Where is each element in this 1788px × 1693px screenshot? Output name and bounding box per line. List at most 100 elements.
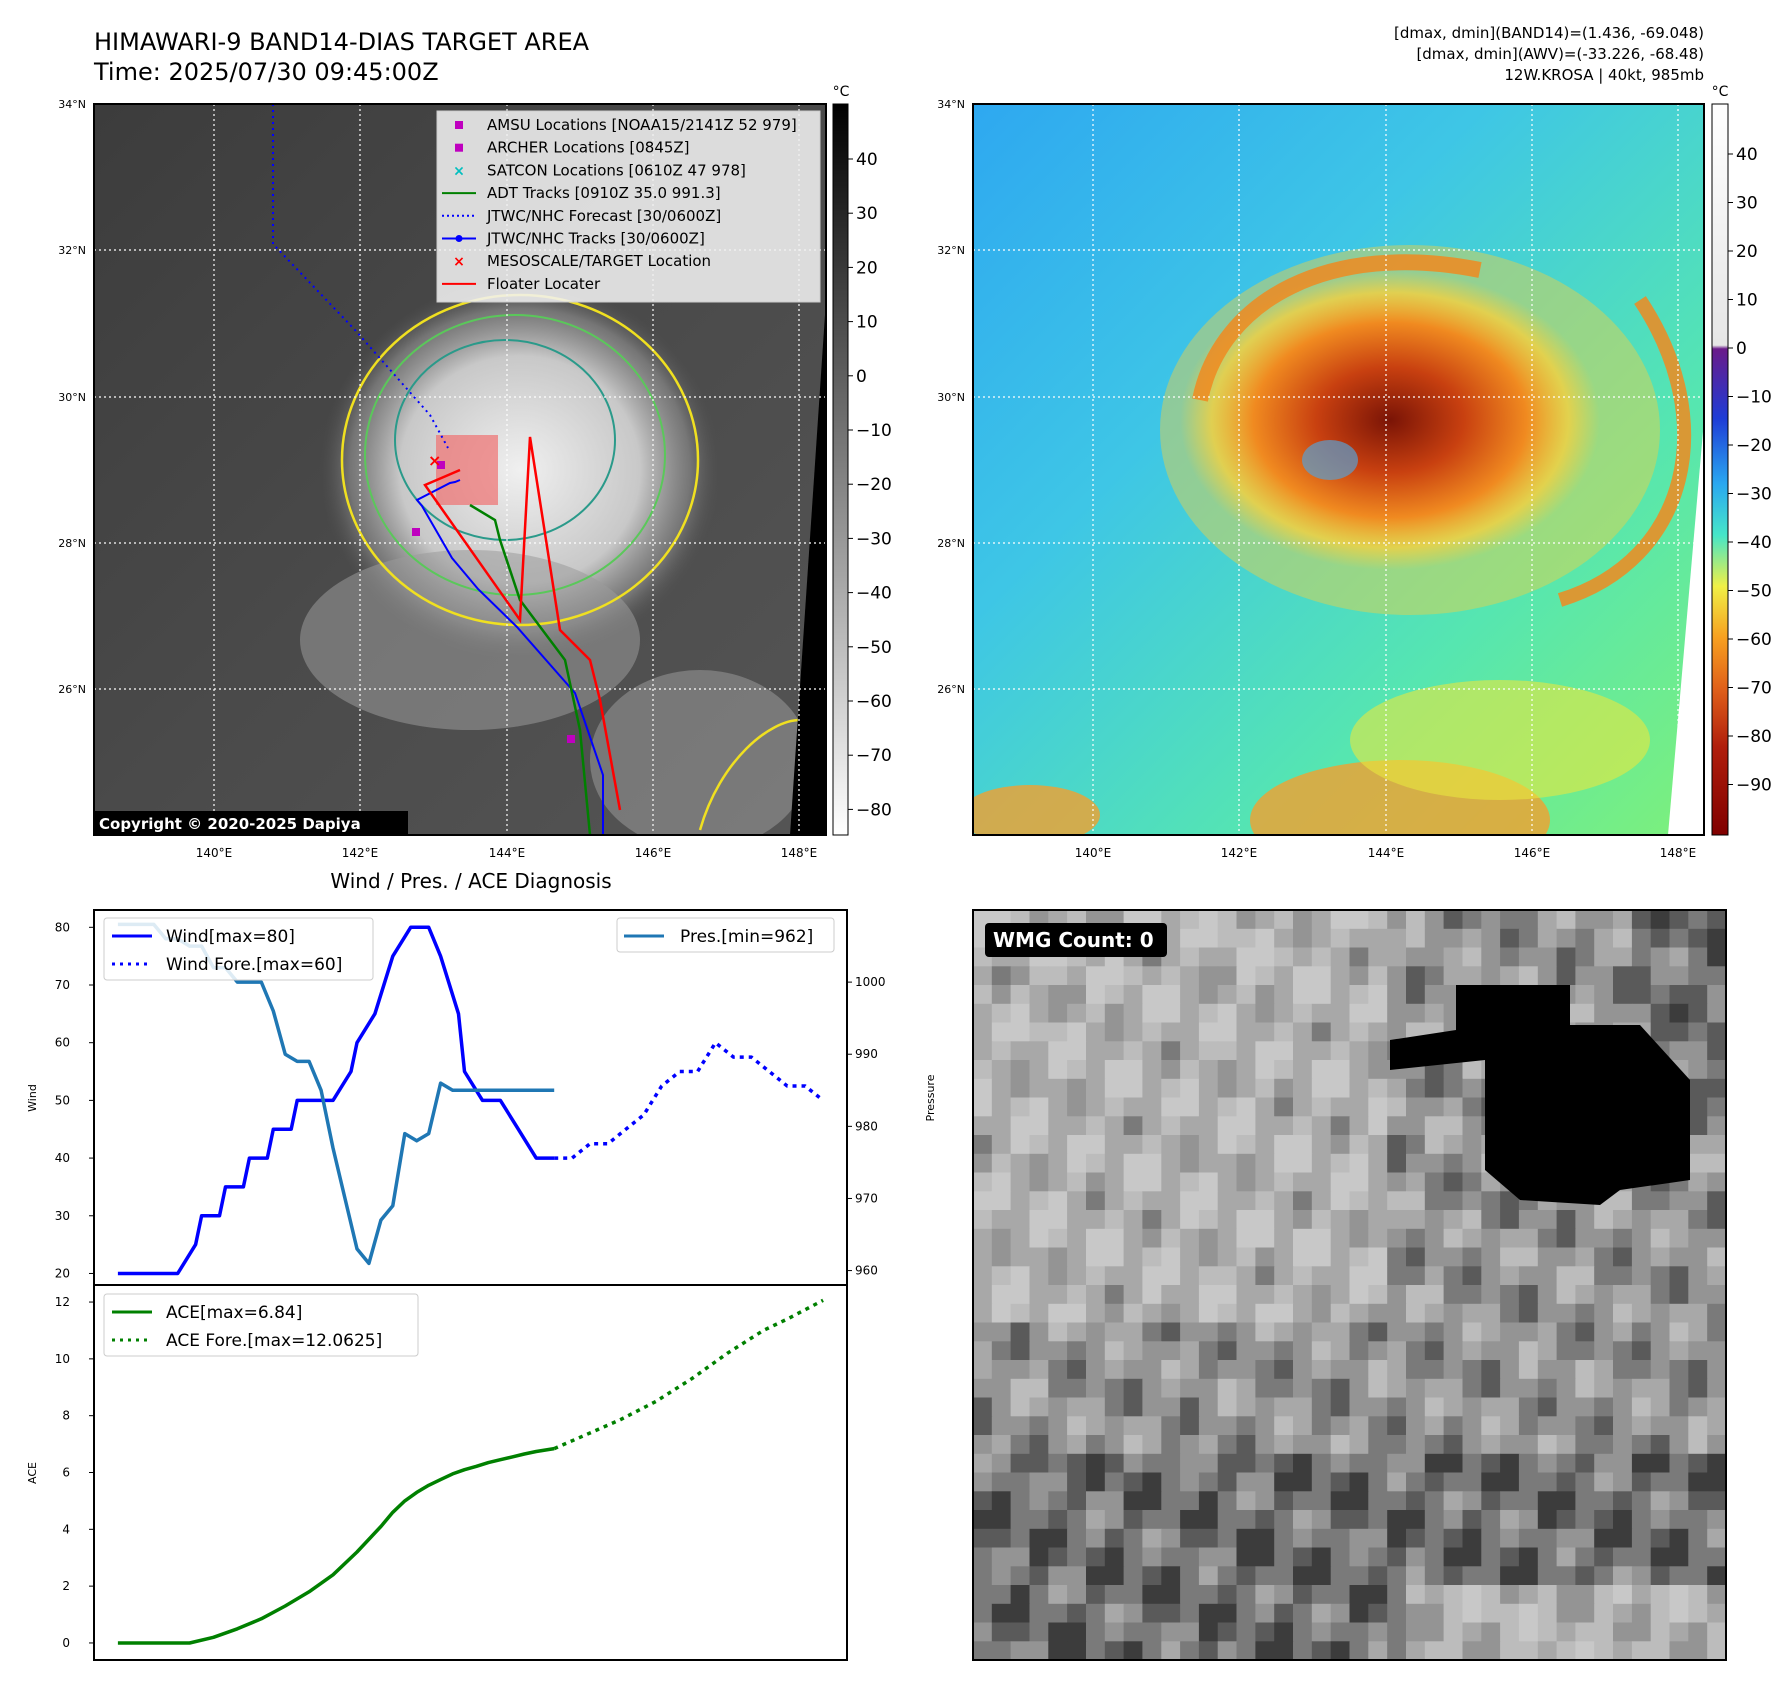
wmg-pixel xyxy=(1067,1210,1087,1230)
wmg-pixel xyxy=(1330,1435,1351,1455)
wmg-pixel xyxy=(1556,1566,1576,1586)
wmg-pixel xyxy=(1462,1135,1482,1155)
wmg-pixel xyxy=(1443,966,1463,986)
wmg-pixel xyxy=(1537,1603,1558,1624)
wmg-pixel xyxy=(1180,1641,1200,1661)
wmg-pixel xyxy=(1067,1003,1087,1024)
wmg-pixel xyxy=(1669,985,1689,1005)
wmg-pixel xyxy=(1123,1191,1143,1211)
wmg-pixel xyxy=(1010,1491,1030,1511)
wmg-pixel xyxy=(1217,1191,1238,1211)
wmg-pixel xyxy=(1462,966,1482,986)
wmg-pixel xyxy=(1650,1622,1671,1642)
wmg-pixel xyxy=(1387,1322,1407,1342)
wmg-pixel xyxy=(1688,1191,1708,1211)
wmg-pixel xyxy=(1180,1116,1200,1136)
wmg-pixel xyxy=(1274,1453,1294,1474)
wmg-pixel xyxy=(1123,1472,1143,1492)
pressure-tick-label: 960 xyxy=(855,1264,878,1278)
ir-lat-label: 32°N xyxy=(58,244,86,257)
wmg-pixel xyxy=(1180,1022,1200,1042)
wmg-pixel xyxy=(1217,1247,1238,1267)
wmg-pixel xyxy=(1518,1566,1539,1586)
wmg-pixel xyxy=(1123,1116,1143,1136)
wmg-pixel xyxy=(1669,1303,1689,1324)
wmg-pixel xyxy=(1086,1547,1106,1567)
wmg-pixel xyxy=(1387,1435,1407,1455)
wmg-pixel xyxy=(1067,1172,1087,1192)
wmg-pixel xyxy=(1631,985,1652,1005)
wmg-pixel xyxy=(1594,1228,1614,1249)
wmg-pixel xyxy=(1123,1397,1143,1417)
wmg-pixel xyxy=(1010,1453,1030,1474)
wmg-pixel xyxy=(1631,1435,1652,1455)
wind-legend-label: Wind[max=80] xyxy=(166,927,295,947)
ir-cbar-tick-label: 30 xyxy=(856,204,878,224)
wmg-pixel xyxy=(1500,1603,1520,1624)
wmg-pixel xyxy=(1104,1528,1125,1549)
wmg-pixel xyxy=(1707,1360,1727,1380)
wmg-pixel xyxy=(1707,1416,1727,1436)
wmg-pixel xyxy=(1330,1547,1351,1567)
wmg-pixel xyxy=(1330,1266,1351,1286)
wmg-pixel xyxy=(1086,1228,1106,1249)
wmg-pixel xyxy=(1217,1603,1238,1624)
wmg-pixel xyxy=(1161,985,1181,1005)
wmg-pixel xyxy=(1481,1360,1501,1380)
wmg-pixel xyxy=(1086,1528,1106,1549)
wmg-pixel xyxy=(1575,910,1595,930)
wmg-pixel xyxy=(1161,1641,1181,1661)
wmg-pixel xyxy=(1198,1622,1219,1642)
wmg-pixel xyxy=(1293,1585,1313,1605)
wmg-pixel xyxy=(1424,1416,1445,1436)
awv-cbar-tick-label: −50 xyxy=(1736,582,1772,602)
wmg-pixel xyxy=(1311,1641,1332,1661)
wmg-pixel xyxy=(1048,1285,1068,1305)
wmg-pixel xyxy=(1236,947,1256,967)
wmg-pixel xyxy=(1368,1641,1388,1661)
wmg-pixel xyxy=(1180,1153,1200,1174)
wind-tick-label: 60 xyxy=(55,1036,70,1050)
wmg-pixel xyxy=(1707,1022,1727,1042)
wmg-pixel xyxy=(1142,1566,1162,1586)
wmg-pixel xyxy=(1274,1435,1294,1455)
wmg-pixel xyxy=(1669,1322,1689,1342)
wmg-pixel xyxy=(1236,1285,1256,1305)
wmg-pixel xyxy=(1462,1547,1482,1567)
wmg-pixel xyxy=(1462,1603,1482,1624)
wmg-pixel xyxy=(1500,1566,1520,1586)
wmg-pixel xyxy=(1387,1247,1407,1267)
wmg-pixel xyxy=(1575,1510,1595,1530)
wmg-pixel xyxy=(1631,928,1652,949)
wmg-pixel xyxy=(1613,1416,1633,1436)
ir-cbar-tick-label: −50 xyxy=(856,638,892,658)
wmg-pixel xyxy=(1330,1641,1351,1661)
wmg-pixel xyxy=(1443,1247,1463,1267)
wmg-pixel xyxy=(1406,1191,1426,1211)
wmg-pixel xyxy=(1142,1247,1162,1267)
wmg-pixel xyxy=(1293,1172,1313,1192)
wmg-pixel xyxy=(1707,1172,1727,1192)
wmg-pixel xyxy=(1424,1078,1445,1099)
wmg-pixel xyxy=(1556,1547,1576,1567)
wmg-pixel xyxy=(1104,1603,1125,1624)
wmg-pixel xyxy=(1406,1585,1426,1605)
wmg-pixel xyxy=(1707,1435,1727,1455)
wmg-pixel xyxy=(1650,1266,1671,1286)
wmg-pixel xyxy=(1104,1585,1125,1605)
wmg-pixel xyxy=(1010,1360,1030,1380)
wmg-pixel xyxy=(1010,1378,1030,1399)
wmg-pixel xyxy=(1424,1266,1445,1286)
wmg-pixel xyxy=(1368,1210,1388,1230)
wmg-pixel xyxy=(1161,1341,1181,1361)
wmg-pixel xyxy=(1349,1322,1369,1342)
wmg-pixel xyxy=(1650,1210,1671,1230)
wmg-pixel xyxy=(1462,910,1482,930)
wmg-pixel xyxy=(1067,1547,1087,1567)
wmg-pixel xyxy=(1274,966,1294,986)
ir-cbar-tick-label: 20 xyxy=(856,258,878,278)
awv-cbar-tick-label: −80 xyxy=(1736,727,1772,747)
wmg-pixel xyxy=(1594,928,1614,949)
wmg-pixel xyxy=(1537,1378,1558,1399)
wmg-pixel xyxy=(991,1172,1012,1192)
